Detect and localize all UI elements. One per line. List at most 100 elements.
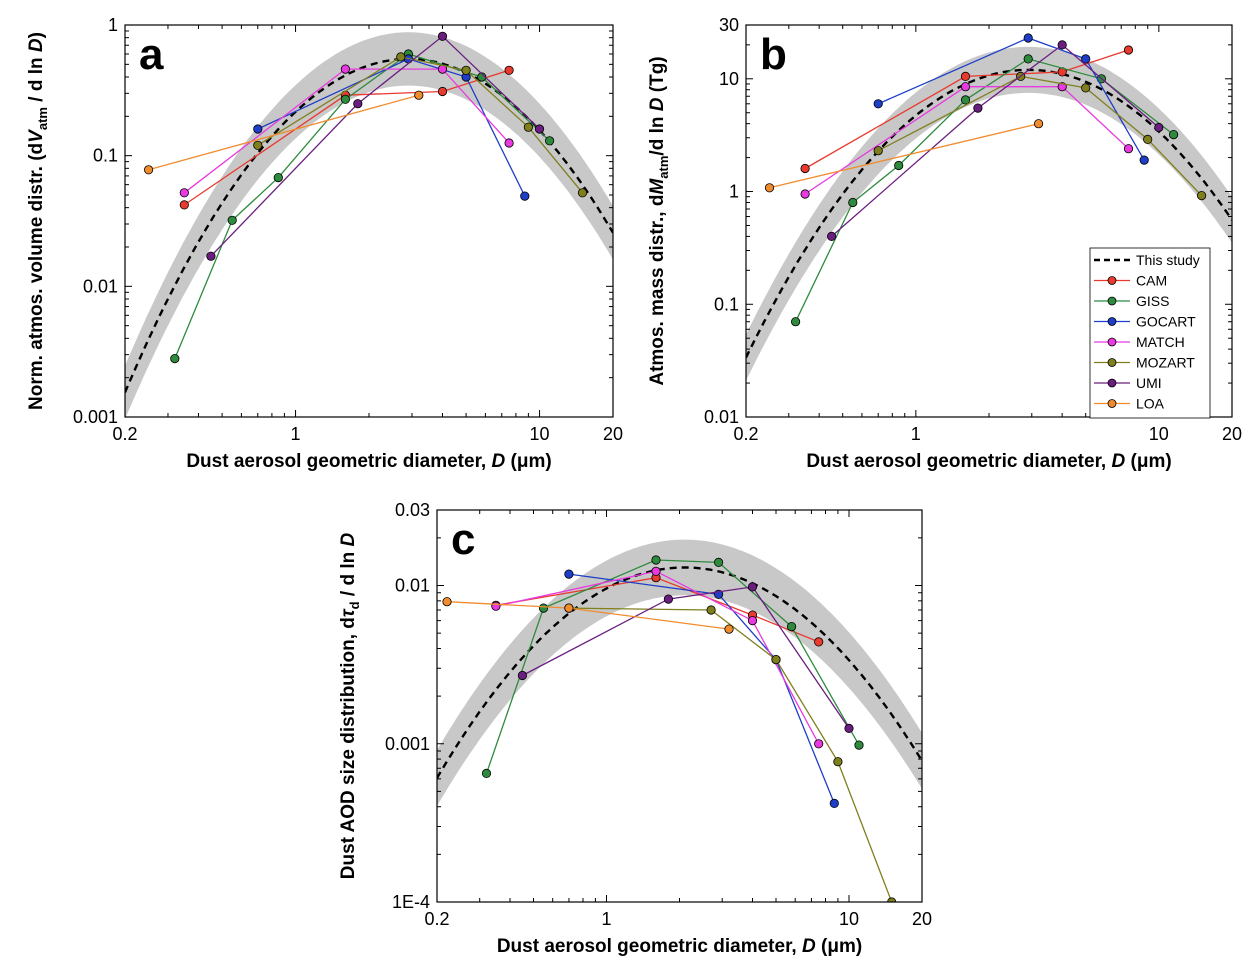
x-tick-label: 0.2: [733, 424, 758, 444]
series-line-match: [183, 68, 510, 194]
data-point-cam: [437, 86, 448, 97]
y-axis-label: Dust AOD size distribution, dτd / d ln D: [338, 532, 362, 879]
data-point-match: [1123, 144, 1134, 154]
data-point-umi: [1057, 40, 1067, 50]
legend-label: LOA: [1136, 396, 1165, 412]
data-point-cam: [179, 200, 189, 210]
legend-entry-gocart: GOCART: [1094, 314, 1196, 330]
x-axis-label: Dust aerosol geometric diameter, D (μm): [186, 451, 551, 472]
y-tick-label: 10: [719, 69, 739, 89]
x-axis-ticks: [436, 510, 923, 902]
legend-entry-loa: LOA: [1094, 396, 1165, 412]
data-point-giss: [790, 317, 801, 327]
this-study-uncertainty-band: [437, 539, 922, 806]
data-point-mozart: [577, 188, 588, 198]
panel-letter: c: [451, 515, 475, 564]
x-tick-label: 1: [601, 909, 611, 929]
series-umi: [206, 31, 545, 261]
data-point-mozart: [461, 65, 471, 75]
y-tick-label: 0.001: [73, 407, 118, 427]
series-match: [179, 64, 514, 198]
data-point-giss: [713, 557, 724, 568]
y-axis-label: Norm. atmos. volume distr. (dVatm / d ln…: [26, 32, 50, 410]
data-point-loa: [564, 603, 574, 613]
legend-label: GOCART: [1136, 314, 1196, 330]
data-point-umi: [1154, 122, 1164, 133]
x-tick-label: 20: [912, 909, 932, 929]
this-study-uncertainty-band: [746, 46, 1232, 381]
series-cam: [800, 45, 1134, 174]
legend-label: MOZART: [1136, 355, 1195, 371]
data-point-gocart: [253, 124, 263, 134]
y-axis-ticks: [125, 24, 613, 418]
data-point-match: [504, 138, 514, 148]
y-tick-label: 30: [719, 15, 739, 35]
data-point-giss: [1169, 130, 1179, 140]
data-point-giss: [544, 136, 555, 146]
series-loa: [764, 119, 1044, 193]
data-point-cam: [814, 637, 824, 647]
data-point-mozart: [833, 757, 843, 767]
y-tick-label: 1E-4: [392, 892, 430, 912]
data-point-umi: [534, 124, 545, 134]
data-point-giss: [786, 621, 797, 632]
data-point-umi: [206, 251, 216, 261]
data-point-loa: [1034, 119, 1044, 129]
y-tick-label: 0.1: [714, 294, 739, 314]
data-point-umi: [663, 594, 674, 604]
data-point-cam: [800, 163, 810, 174]
y-tick-label: 0.01: [395, 576, 430, 596]
series-loa: [144, 90, 424, 175]
series-match: [800, 82, 1134, 199]
series-giss: [481, 555, 864, 779]
data-point-match: [747, 615, 758, 626]
legend-entry-match: MATCH: [1094, 334, 1185, 350]
data-point-giss: [481, 768, 492, 779]
series-line-gocart: [568, 573, 835, 804]
legend-label: MATCH: [1136, 334, 1185, 350]
series-mozart: [253, 52, 588, 198]
legend-entry-giss: GISS: [1094, 293, 1169, 309]
data-point-giss: [894, 160, 904, 171]
x-tick-label: 1: [290, 424, 300, 444]
data-point-gocart: [829, 798, 839, 809]
data-point-giss: [340, 94, 350, 104]
x-tick-label: 1: [911, 424, 921, 444]
y-tick-label: 1: [108, 15, 118, 35]
data-point-mozart: [873, 146, 883, 156]
data-point-mozart: [253, 140, 263, 150]
y-axis-ticks: [437, 509, 922, 903]
y-tick-label: 0.01: [704, 407, 739, 427]
plot-area: [437, 539, 922, 902]
data-point-cam: [1123, 45, 1134, 55]
y-axis-label: Atmos. mass distr., dMatm/d ln D (Tg): [647, 56, 671, 385]
data-point-mozart: [1143, 134, 1153, 144]
data-point-mozart: [396, 52, 406, 62]
data-point-match: [340, 64, 350, 74]
data-point-giss: [960, 95, 971, 105]
legend-entry-mozart: MOZART: [1094, 355, 1195, 371]
data-point-gocart: [873, 99, 883, 109]
data-point-loa: [144, 165, 154, 175]
panel-letter: b: [760, 30, 787, 79]
x-tick-label: 20: [603, 424, 623, 444]
x-tick-label: 0.2: [112, 424, 137, 444]
data-point-gocart: [1023, 33, 1033, 43]
data-point-mozart: [1197, 191, 1207, 201]
data-point-gocart: [1139, 155, 1149, 165]
x-tick-label: 10: [1149, 424, 1169, 444]
data-point-giss: [1023, 54, 1033, 64]
x-axis-ticks: [124, 25, 614, 417]
data-point-umi: [437, 31, 448, 41]
this-study-curve: [437, 566, 922, 779]
series-line-loa: [769, 123, 1039, 189]
data-point-giss: [651, 555, 661, 565]
panel-a: 0.2 1 10 20 0.001 0.01 0.1 1 a Dust aerosol geome…: [26, 15, 623, 472]
data-point-giss: [273, 173, 283, 183]
series-loa: [442, 597, 734, 634]
legend-entry-cam: CAM: [1094, 273, 1167, 289]
series-match: [491, 566, 824, 749]
x-tick-label: 20: [1222, 424, 1242, 444]
y-axis-ticks: [746, 24, 1232, 418]
